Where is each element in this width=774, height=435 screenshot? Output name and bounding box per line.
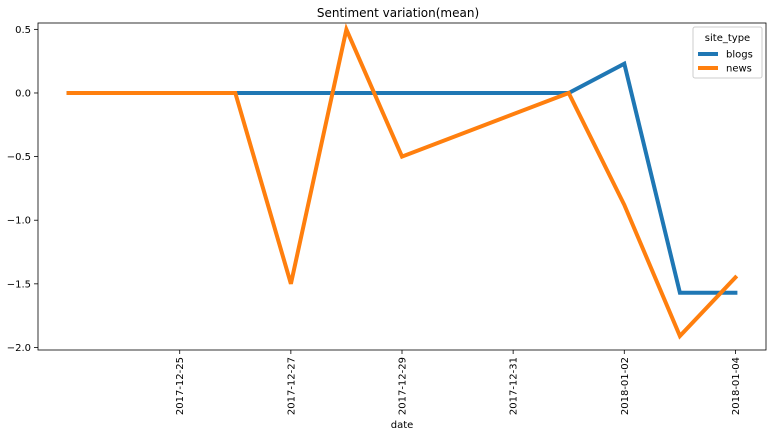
legend-title: site_type	[705, 33, 750, 44]
x-tick-label: 2018-01-02	[620, 357, 631, 415]
x-axis: 2017-12-25 2017-12-27 2017-12-29 2017-12-31…	[175, 350, 742, 415]
legend-frame	[692, 26, 763, 79]
legend-label-blogs: blogs	[726, 50, 753, 61]
y-axis: 0.5 0.0 −0.5 −1.0 −1.5 −2.0	[7, 25, 38, 354]
series-line-news	[66, 22, 739, 340]
y-tick-label: −1.0	[7, 216, 31, 227]
y-tick-label: 0.0	[15, 88, 31, 99]
x-tick-label: 2018-01-04	[731, 357, 742, 415]
x-tick-label: 2017-12-29	[398, 357, 409, 415]
x-tick-label: 2017-12-25	[175, 357, 186, 415]
y-tick-label: 0.5	[15, 25, 31, 36]
chart-title: Sentiment variation(mean)	[317, 6, 479, 20]
y-tick-label: −1.5	[7, 279, 31, 290]
x-tick-label: 2017-12-31	[509, 357, 520, 415]
y-tick-label: −2.0	[7, 343, 31, 354]
y-tick-label: −0.5	[7, 152, 31, 163]
x-axis-label: date	[391, 420, 414, 431]
x-tick-label: 2017-12-27	[286, 357, 297, 415]
plot-frame	[37, 22, 767, 351]
legend-label-news: news	[726, 64, 752, 75]
series-layer	[66, 22, 739, 340]
